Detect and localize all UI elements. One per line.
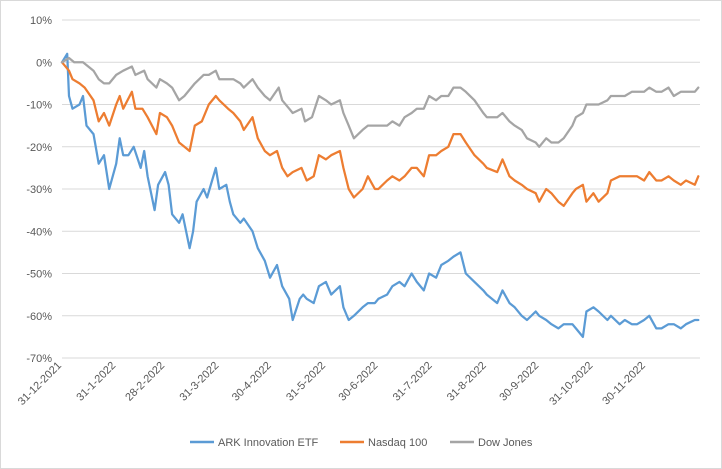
x-tick-label: 28-2-2022 <box>123 360 167 404</box>
x-tick-label: 30-6-2022 <box>337 360 381 404</box>
legend-label: ARK Innovation ETF <box>218 437 319 449</box>
y-axis: 10% 0% -10% -20% -30% -40% -50% -60% -70% <box>26 15 52 365</box>
series-line-1 <box>60 61 700 208</box>
x-tick-label: 31-12-2021 <box>16 360 64 408</box>
y-tick-label: -20% <box>26 142 52 154</box>
y-tick-label: -10% <box>26 100 52 112</box>
y-tick-label: -40% <box>26 226 52 238</box>
y-tick-label: -60% <box>26 311 52 323</box>
legend-label: Dow Jones <box>478 437 533 449</box>
x-tick-label: 31-7-2022 <box>391 360 435 404</box>
x-tick-label: 30-11-2022 <box>600 360 648 408</box>
y-tick-label: 10% <box>30 15 52 27</box>
series-line-0 <box>60 52 700 339</box>
x-axis: 31-12-2021 31-1-2022 28-2-2022 31-3-2022 30-… <box>16 360 648 408</box>
series-layer <box>60 52 700 339</box>
x-tick-label: 31-3-2022 <box>177 360 221 404</box>
x-tick-label: 30-9-2022 <box>497 360 541 404</box>
legend-label: Nasdaq 100 <box>368 437 427 449</box>
x-tick-label: 30-4-2022 <box>230 360 274 404</box>
x-tick-label: 31-10-2022 <box>547 360 595 408</box>
x-tick-label: 31-1-2022 <box>74 360 118 404</box>
y-tick-label: -50% <box>26 269 52 281</box>
legend: ARK Innovation ETF Nasdaq 100 Dow Jones <box>190 437 533 449</box>
series-line-2 <box>60 56 700 148</box>
y-tick-label: -30% <box>26 184 52 196</box>
x-tick-label: 31-5-2022 <box>284 360 328 404</box>
y-tick-label: -70% <box>26 353 52 365</box>
gridlines <box>62 19 700 359</box>
y-tick-label: 0% <box>36 57 52 69</box>
x-tick-label: 31-8-2022 <box>445 360 489 404</box>
